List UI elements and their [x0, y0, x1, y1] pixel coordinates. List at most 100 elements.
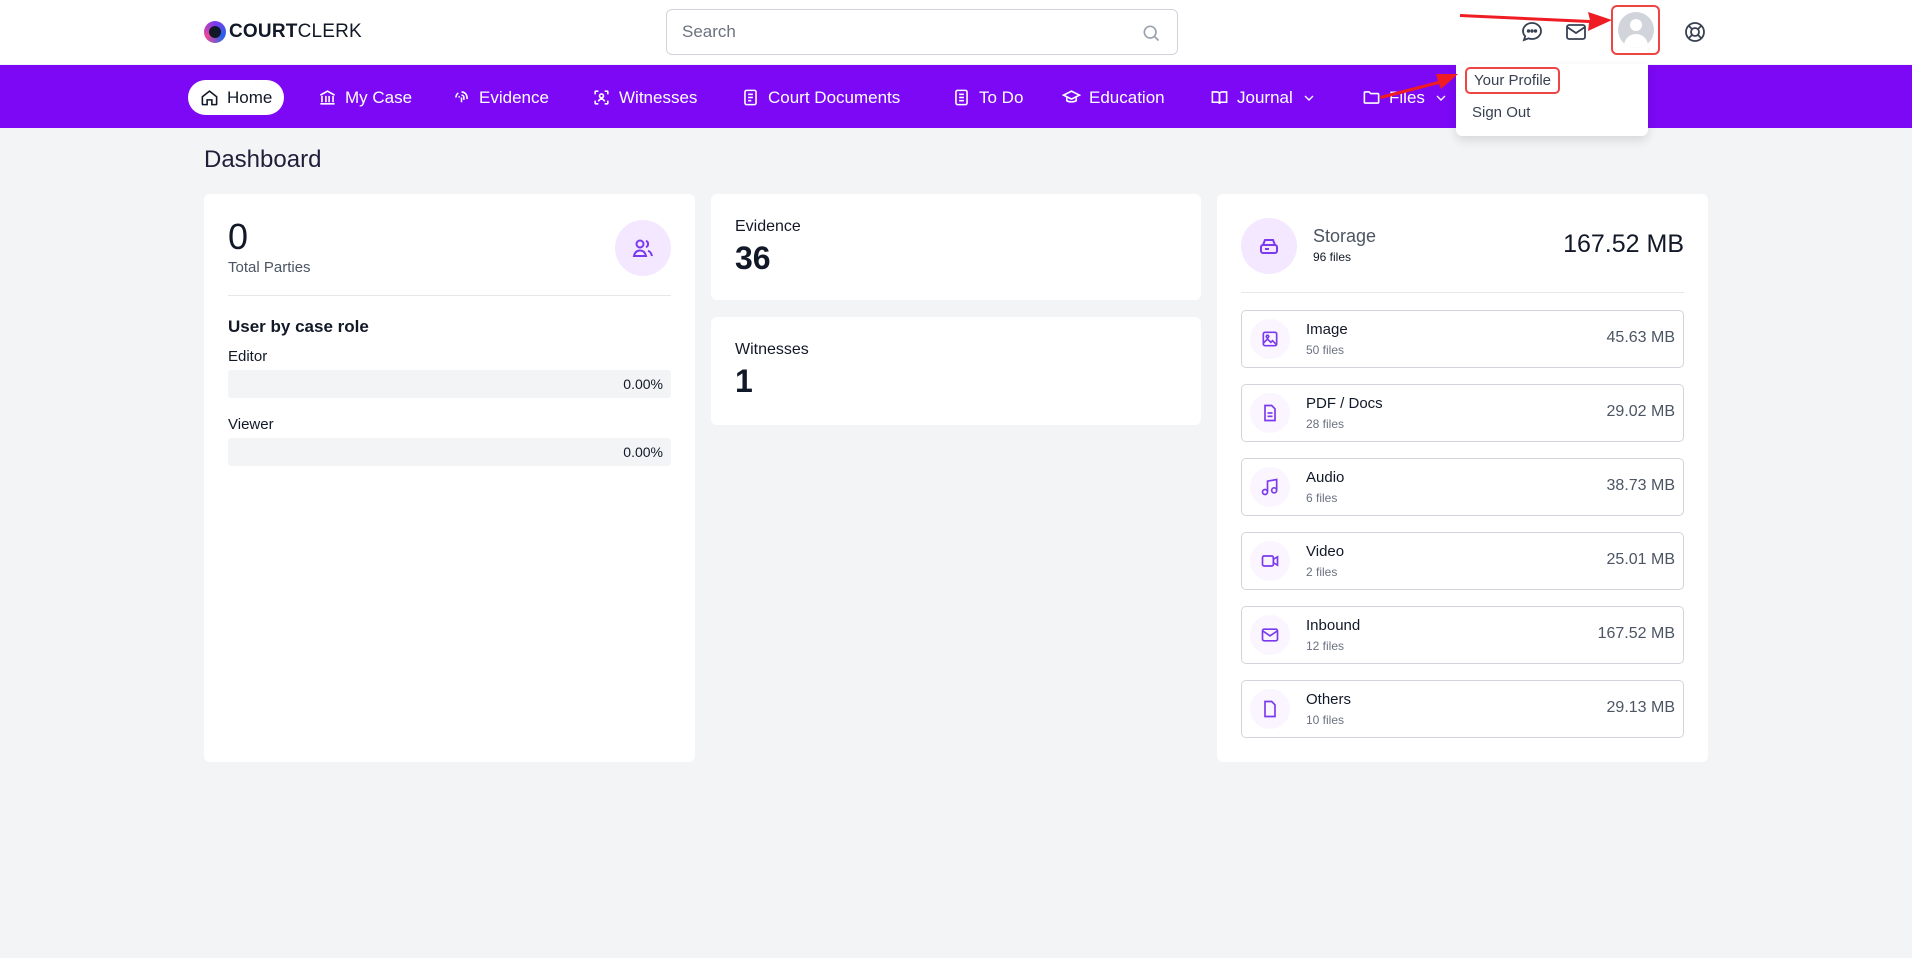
witnesses-card[interactable]: Witnesses 1: [711, 317, 1201, 425]
divider: [1241, 292, 1684, 293]
witnesses-count: 1: [735, 363, 753, 399]
storage-row-size: 45.63 MB: [1606, 329, 1675, 346]
graduation-cap-icon: [1062, 90, 1081, 103]
chevron-down-icon: [1304, 95, 1314, 101]
role-progress-bar-editor: 0.00%: [228, 370, 671, 398]
storage-row-image[interactable]: Image 50 files 45.63 MB: [1241, 310, 1684, 368]
search-input[interactable]: [667, 10, 1177, 54]
nav-item-to-do[interactable]: To Do: [940, 80, 1035, 115]
nav-item-court-documents[interactable]: Court Documents: [729, 80, 912, 115]
nav-item-files[interactable]: Files: [1350, 80, 1461, 115]
witnesses-label: Witnesses: [735, 341, 809, 358]
role-percent: 0.00%: [623, 376, 663, 392]
role-label-viewer: Viewer: [228, 416, 274, 433]
storage-row-name: Inbound: [1306, 617, 1361, 634]
role-progress-bar-viewer: 0.00%: [228, 438, 671, 466]
sign-out-menu-item[interactable]: Sign Out: [1472, 104, 1531, 121]
chevron-down-icon: [1436, 95, 1446, 101]
nav-label: Home: [227, 87, 273, 107]
nav-label: Evidence: [479, 87, 549, 107]
nav-label: To Do: [979, 87, 1024, 107]
nav-label: Court Documents: [768, 87, 901, 107]
nav-item-witnesses[interactable]: Witnesses: [580, 80, 709, 115]
role-section-title: User by case role: [228, 317, 369, 336]
nav-item-education[interactable]: Education: [1050, 80, 1177, 115]
logo-mark-icon: [204, 21, 226, 43]
storage-row-count: 50 files: [1306, 343, 1345, 357]
storage-row-name: Audio: [1306, 469, 1345, 486]
nav-item-my-case[interactable]: My Case: [306, 80, 424, 115]
role-label-editor: Editor: [228, 348, 268, 365]
total-parties-label: Total Parties: [228, 259, 311, 276]
user-scan-icon: [594, 90, 609, 105]
document-icon: [744, 89, 757, 106]
video-icon: [1250, 541, 1290, 581]
home-icon: [201, 90, 218, 106]
storage-row-name: Image: [1306, 321, 1348, 338]
storage-row-size: 25.01 MB: [1606, 551, 1675, 568]
avatar: [1617, 12, 1654, 48]
storage-row-count: 28 files: [1306, 417, 1345, 431]
storage-row-audio[interactable]: Audio 6 files 38.73 MB: [1241, 458, 1684, 516]
top-header: COURT CLERK: [0, 0, 1912, 64]
user-dropdown-menu: Your Profile Sign Out: [1456, 64, 1648, 136]
storage-row-count: 2 files: [1306, 565, 1338, 579]
help-lifebuoy-icon[interactable]: [1683, 20, 1707, 44]
book-icon: [1211, 91, 1228, 104]
folder-icon: [1363, 91, 1380, 104]
storage-row-size: 167.52 MB: [1597, 625, 1675, 642]
fingerprint-icon: [455, 91, 468, 103]
page-title: Dashboard: [204, 146, 322, 173]
storage-row-size: 29.02 MB: [1606, 403, 1675, 420]
storage-total-size: 167.52 MB: [1563, 230, 1684, 258]
storage-card: Storage 96 files 167.52 MB Image 50 file…: [1217, 194, 1708, 762]
mail-icon: [1250, 615, 1290, 655]
storage-row-size: 38.73 MB: [1606, 477, 1675, 494]
chat-icon[interactable]: [1520, 20, 1544, 44]
role-percent: 0.00%: [623, 444, 663, 460]
parties-card: 0 Total Parties User by case role Editor…: [204, 194, 695, 762]
storage-row-pdf-docs[interactable]: PDF / Docs 28 files 29.02 MB: [1241, 384, 1684, 442]
image-icon: [1250, 319, 1290, 359]
music-icon: [1250, 467, 1290, 507]
storage-row-name: Video: [1306, 543, 1345, 560]
nav-label: Education: [1089, 87, 1165, 107]
storage-file-count: 96 files: [1313, 250, 1352, 264]
nav-label: Journal: [1237, 87, 1293, 107]
users-icon: [615, 220, 671, 276]
nav-label: Witnesses: [619, 87, 698, 107]
storage-row-name: PDF / Docs: [1306, 395, 1383, 412]
storage-row-count: 6 files: [1306, 491, 1338, 505]
logo-text-bold: COURT: [229, 21, 298, 42]
evidence-label: Evidence: [735, 218, 801, 235]
storage-row-count: 12 files: [1306, 639, 1345, 653]
file-icon: [1250, 689, 1290, 729]
nav-label: Files: [1389, 87, 1425, 107]
bank-icon: [319, 90, 336, 105]
total-parties-value: 0: [228, 216, 249, 257]
nav-label: My Case: [345, 87, 413, 107]
logo[interactable]: COURT CLERK: [204, 20, 362, 44]
storage-row-others[interactable]: Others 10 files 29.13 MB: [1241, 680, 1684, 738]
storage-title: Storage: [1313, 226, 1377, 246]
storage-row-name: Others: [1306, 691, 1352, 708]
evidence-card[interactable]: Evidence 36: [711, 194, 1201, 300]
mail-icon[interactable]: [1564, 20, 1588, 44]
nav-item-home[interactable]: Home: [188, 80, 285, 115]
nav-item-evidence[interactable]: Evidence: [440, 80, 561, 115]
checklist-icon: [955, 89, 968, 106]
storage-row-video[interactable]: Video 2 files 25.01 MB: [1241, 532, 1684, 590]
nav-item-journal[interactable]: Journal: [1198, 80, 1329, 115]
logo-text-light: CLERK: [297, 21, 362, 42]
storage-row-size: 29.13 MB: [1606, 699, 1675, 716]
search-box: [666, 9, 1178, 55]
profile-menu-button[interactable]: [1611, 5, 1660, 55]
search-icon[interactable]: [1141, 23, 1161, 43]
storage-row-count: 10 files: [1306, 713, 1345, 727]
storage-drive-icon: [1241, 218, 1297, 274]
document-icon: [1250, 393, 1290, 433]
your-profile-menu-item[interactable]: Your Profile: [1465, 67, 1560, 94]
evidence-count: 36: [735, 240, 771, 276]
storage-row-inbound[interactable]: Inbound 12 files 167.52 MB: [1241, 606, 1684, 664]
divider: [228, 295, 671, 296]
